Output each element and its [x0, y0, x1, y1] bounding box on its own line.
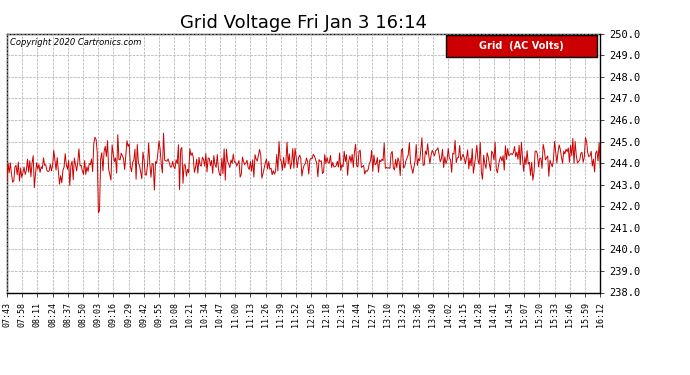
Text: Copyright 2020 Cartronics.com: Copyright 2020 Cartronics.com: [10, 38, 141, 46]
FancyBboxPatch shape: [446, 35, 598, 57]
Title: Grid Voltage Fri Jan 3 16:14: Grid Voltage Fri Jan 3 16:14: [180, 14, 427, 32]
Text: Grid  (AC Volts): Grid (AC Volts): [480, 41, 564, 51]
